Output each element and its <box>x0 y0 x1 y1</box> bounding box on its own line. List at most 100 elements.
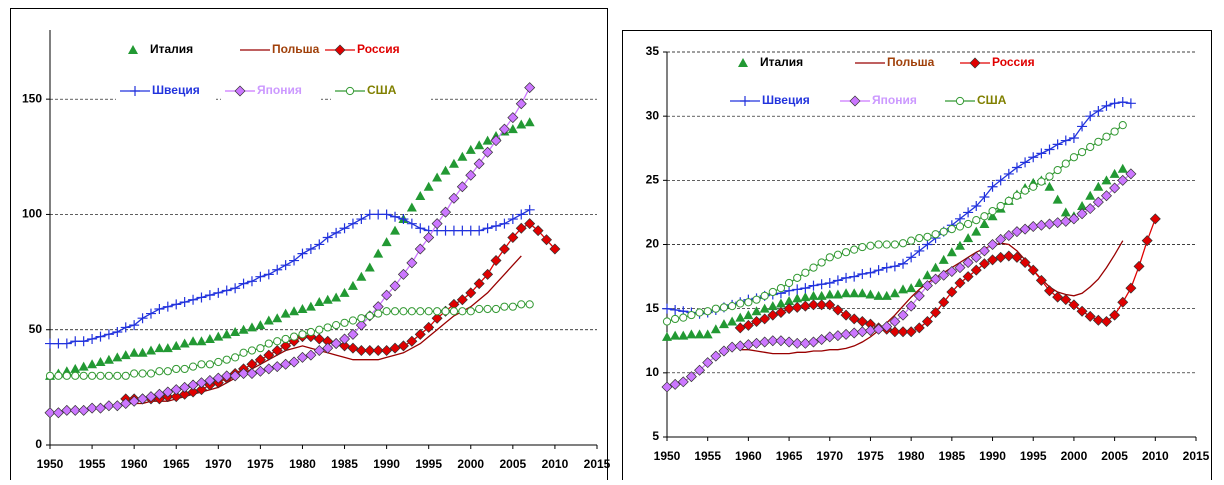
marker <box>954 262 966 274</box>
marker <box>792 293 803 303</box>
marker <box>1109 168 1120 178</box>
marker <box>946 286 958 298</box>
marker <box>914 278 925 287</box>
marker <box>718 319 729 329</box>
marker <box>759 313 771 325</box>
marker <box>70 363 81 373</box>
marker <box>397 340 409 352</box>
x-tick-label: 2015 <box>1183 449 1210 463</box>
marker <box>129 320 140 331</box>
marker <box>1084 203 1096 215</box>
marker <box>873 290 884 300</box>
marker <box>1101 100 1112 111</box>
y-tick-label: 15 <box>646 301 660 315</box>
marker <box>234 85 246 97</box>
marker <box>524 82 536 94</box>
series-line <box>666 101 1131 315</box>
marker <box>179 338 190 348</box>
marker <box>914 245 925 256</box>
marker <box>313 333 325 345</box>
marker <box>848 327 860 339</box>
marker <box>979 192 990 203</box>
marker <box>964 219 973 229</box>
y-tick-label: 0 <box>35 437 42 451</box>
marker <box>930 262 941 272</box>
marker <box>1101 175 1112 185</box>
marker <box>1118 121 1127 130</box>
marker <box>963 207 974 218</box>
marker <box>103 354 114 364</box>
marker <box>255 320 266 330</box>
marker <box>390 307 400 316</box>
marker <box>474 140 485 150</box>
marker <box>1003 168 1014 179</box>
marker <box>1037 177 1046 186</box>
marker <box>61 404 73 416</box>
marker <box>78 404 90 416</box>
marker <box>685 371 697 383</box>
marker <box>355 344 367 356</box>
marker <box>890 240 899 249</box>
marker <box>1011 251 1023 263</box>
legend-bg <box>851 53 951 73</box>
legend-bg <box>116 81 216 101</box>
marker <box>987 211 998 221</box>
marker <box>1060 207 1071 217</box>
marker <box>718 345 730 357</box>
marker <box>179 388 191 400</box>
marker <box>517 300 526 309</box>
marker <box>1076 305 1088 317</box>
legend-bg <box>129 40 229 60</box>
marker <box>954 240 965 250</box>
marker <box>1093 181 1104 191</box>
marker <box>524 117 535 127</box>
marker <box>213 287 224 298</box>
marker <box>987 254 999 266</box>
series-line <box>666 173 1132 388</box>
marker <box>433 307 442 316</box>
marker <box>146 369 156 378</box>
marker <box>922 239 933 250</box>
marker <box>406 202 417 212</box>
marker <box>179 381 191 393</box>
marker <box>339 333 351 345</box>
panel-frame <box>622 30 1212 485</box>
marker <box>955 222 965 231</box>
marker <box>962 256 974 268</box>
marker <box>1045 172 1054 181</box>
marker <box>153 388 165 400</box>
marker <box>874 240 883 249</box>
marker <box>423 181 434 191</box>
legend-bg <box>221 81 321 101</box>
marker <box>145 345 156 355</box>
marker <box>356 214 367 225</box>
marker <box>955 96 965 106</box>
marker <box>1125 282 1137 294</box>
legend-label: Польша <box>272 42 320 56</box>
marker <box>1092 314 1104 326</box>
legend-bg <box>956 53 1056 73</box>
marker <box>53 338 64 349</box>
marker <box>87 333 98 344</box>
x-tick-label: 2010 <box>1142 449 1169 463</box>
marker <box>1100 190 1112 202</box>
marker <box>1052 217 1064 229</box>
marker <box>808 290 819 300</box>
marker <box>768 287 777 297</box>
marker <box>1110 127 1119 136</box>
marker <box>1052 291 1064 303</box>
y-tick-label: 100 <box>22 207 42 221</box>
marker <box>69 404 81 416</box>
marker <box>807 336 819 348</box>
marker <box>79 371 88 380</box>
marker <box>381 344 393 356</box>
x-tick-label: 1975 <box>247 457 274 471</box>
marker <box>458 307 467 316</box>
marker <box>897 309 909 321</box>
panel-frame <box>10 8 608 485</box>
marker <box>239 348 248 357</box>
marker <box>95 357 106 366</box>
marker <box>347 280 358 290</box>
marker <box>849 271 860 282</box>
